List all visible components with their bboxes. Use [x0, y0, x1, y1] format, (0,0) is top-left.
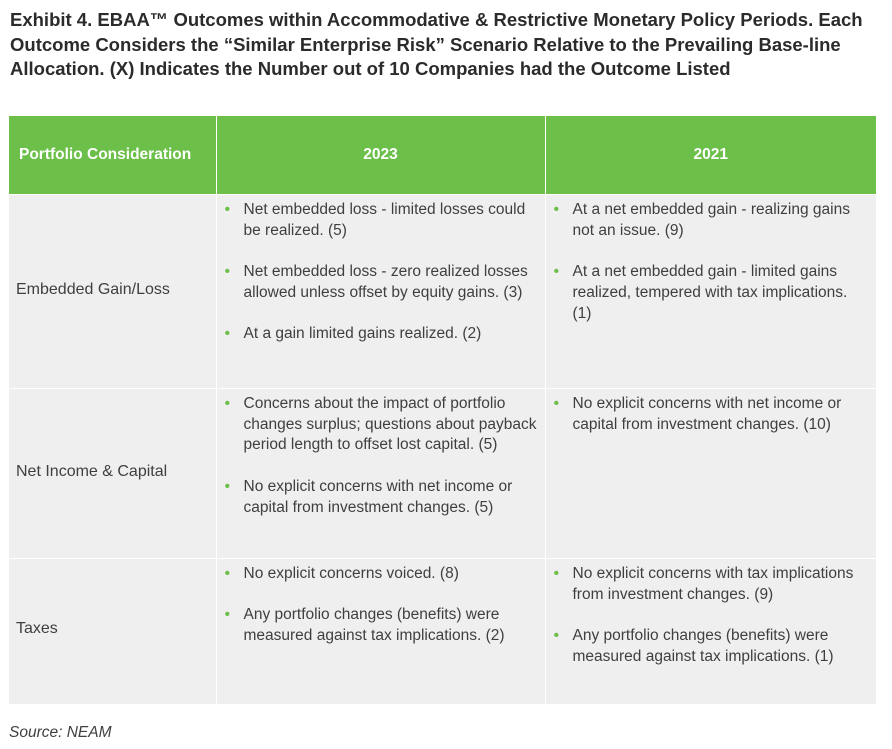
cell-2023: No explicit concerns voiced. (8) Any por… [216, 558, 546, 704]
header-2023: 2023 [216, 116, 546, 195]
table-row-taxes: Taxes No explicit concerns voiced. (8) A… [9, 558, 876, 704]
bullet-list: At a net embedded gain - realizing gains… [554, 200, 869, 324]
bullet-list: No explicit concerns with net income or … [554, 394, 869, 435]
bullet-item: No explicit concerns with net income or … [554, 394, 869, 435]
bullet-item: No explicit concerns with tax implicatio… [554, 564, 869, 605]
bullet-item: No explicit concerns voiced. (8) [225, 564, 537, 585]
table-row-net-income-capital: Net Income & Capital Concerns about the … [9, 388, 876, 559]
cell-2023: Concerns about the impact of portfolio c… [216, 388, 546, 559]
bullet-item: At a net embedded gain - limited gains r… [554, 262, 869, 324]
table-header-row: Portfolio Consideration 2023 2021 [9, 116, 876, 195]
bullet-list: No explicit concerns voiced. (8) Any por… [225, 564, 537, 647]
cell-2021: No explicit concerns with net income or … [545, 388, 876, 559]
table-row-embedded-gain-loss: Embedded Gain/Loss Net embedded loss - l… [9, 194, 876, 389]
row-category: Embedded Gain/Loss [9, 194, 217, 389]
cell-2021: At a net embedded gain - realizing gains… [545, 194, 876, 389]
bullet-item: Any portfolio changes (benefits) were me… [554, 626, 869, 667]
source-note: Source: NEAM [9, 724, 112, 741]
bullet-list: Net embedded loss - limited losses could… [225, 200, 537, 345]
bullet-list: No explicit concerns with tax implicatio… [554, 564, 869, 668]
exhibit-title: Exhibit 4. EBAA™ Outcomes within Accommo… [10, 9, 863, 79]
bullet-item: At a gain limited gains realized. (2) [225, 324, 537, 345]
outcomes-table: Portfolio Consideration 2023 2021 Embedd… [9, 116, 876, 704]
bullet-item: Net embedded loss - zero realized losses… [225, 262, 537, 303]
bullet-list: Concerns about the impact of portfolio c… [225, 394, 537, 518]
row-category: Taxes [9, 558, 217, 704]
bullet-item: No explicit concerns with net income or … [225, 477, 537, 518]
bullet-item: Any portfolio changes (benefits) were me… [225, 605, 537, 646]
header-2021: 2021 [545, 116, 876, 195]
header-portfolio-consideration: Portfolio Consideration [9, 116, 217, 195]
cell-2021: No explicit concerns with tax implicatio… [545, 558, 876, 704]
bullet-item: Concerns about the impact of portfolio c… [225, 394, 537, 456]
bullet-item: Net embedded loss - limited losses could… [225, 200, 537, 241]
bullet-item: At a net embedded gain - realizing gains… [554, 200, 869, 241]
row-category: Net Income & Capital [9, 388, 217, 559]
cell-2023: Net embedded loss - limited losses could… [216, 194, 546, 389]
